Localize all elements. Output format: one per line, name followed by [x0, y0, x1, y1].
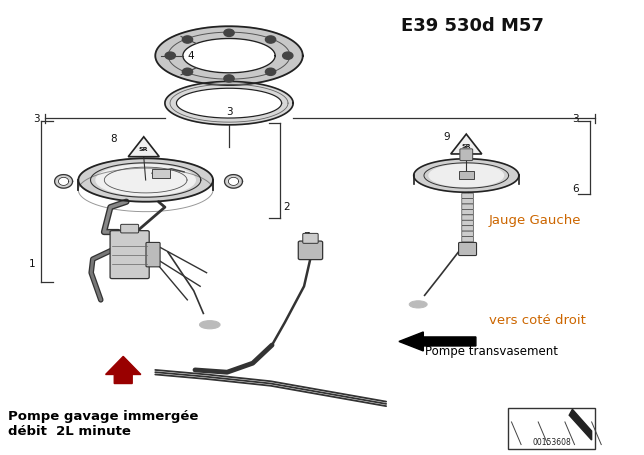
Ellipse shape [59, 177, 69, 186]
Text: 5: 5 [55, 177, 61, 187]
Text: 8: 8 [110, 134, 117, 144]
FancyBboxPatch shape [298, 241, 323, 260]
Circle shape [182, 36, 193, 43]
Text: 1: 1 [29, 259, 35, 269]
Text: 3: 3 [572, 114, 578, 124]
Ellipse shape [165, 81, 293, 125]
FancyBboxPatch shape [462, 226, 473, 231]
Ellipse shape [225, 175, 243, 188]
Ellipse shape [229, 177, 239, 186]
Circle shape [283, 52, 293, 59]
Ellipse shape [200, 321, 220, 329]
Circle shape [265, 36, 276, 43]
Text: 3: 3 [225, 107, 232, 117]
Text: 00153608: 00153608 [532, 438, 571, 447]
Text: 9: 9 [444, 132, 450, 142]
Text: SR: SR [462, 144, 471, 149]
Polygon shape [451, 134, 482, 154]
FancyBboxPatch shape [459, 171, 474, 179]
Circle shape [182, 68, 193, 76]
Text: Pompe gavage immergée
débit  2L minute: Pompe gavage immergée débit 2L minute [8, 410, 198, 438]
Polygon shape [128, 137, 159, 157]
FancyBboxPatch shape [462, 209, 473, 215]
FancyBboxPatch shape [462, 237, 473, 242]
Text: SR: SR [139, 147, 149, 152]
FancyBboxPatch shape [462, 204, 473, 209]
Text: 5: 5 [229, 177, 236, 187]
Text: 4: 4 [187, 51, 194, 61]
Text: Jauge Gauche: Jauge Gauche [489, 214, 582, 227]
FancyArrow shape [399, 332, 476, 351]
FancyBboxPatch shape [462, 215, 473, 220]
FancyBboxPatch shape [462, 220, 473, 226]
Polygon shape [569, 410, 592, 440]
Ellipse shape [429, 164, 504, 187]
Ellipse shape [155, 26, 303, 85]
FancyBboxPatch shape [110, 231, 149, 278]
Circle shape [224, 29, 234, 36]
Text: 6: 6 [572, 184, 578, 194]
FancyBboxPatch shape [462, 231, 473, 237]
FancyBboxPatch shape [508, 409, 595, 449]
Circle shape [224, 75, 234, 82]
FancyBboxPatch shape [303, 233, 318, 243]
Circle shape [165, 52, 175, 59]
FancyBboxPatch shape [146, 243, 160, 267]
Circle shape [265, 68, 276, 76]
Text: Pompe transvasement: Pompe transvasement [424, 345, 558, 359]
FancyBboxPatch shape [462, 198, 473, 204]
Text: E39 530d M57: E39 530d M57 [401, 17, 544, 35]
Text: 2: 2 [283, 202, 290, 212]
Ellipse shape [183, 39, 275, 73]
FancyArrow shape [106, 356, 141, 384]
FancyBboxPatch shape [152, 169, 170, 178]
Ellipse shape [409, 301, 427, 308]
FancyBboxPatch shape [460, 149, 473, 161]
Ellipse shape [176, 88, 281, 118]
Ellipse shape [55, 175, 73, 188]
Ellipse shape [79, 158, 213, 202]
Ellipse shape [96, 165, 195, 196]
FancyBboxPatch shape [462, 193, 473, 198]
FancyBboxPatch shape [120, 224, 138, 233]
FancyBboxPatch shape [459, 243, 477, 256]
Text: 3: 3 [33, 114, 40, 124]
Text: vers coté droit: vers coté droit [489, 313, 585, 327]
Text: 7: 7 [303, 233, 309, 243]
Ellipse shape [413, 159, 519, 192]
